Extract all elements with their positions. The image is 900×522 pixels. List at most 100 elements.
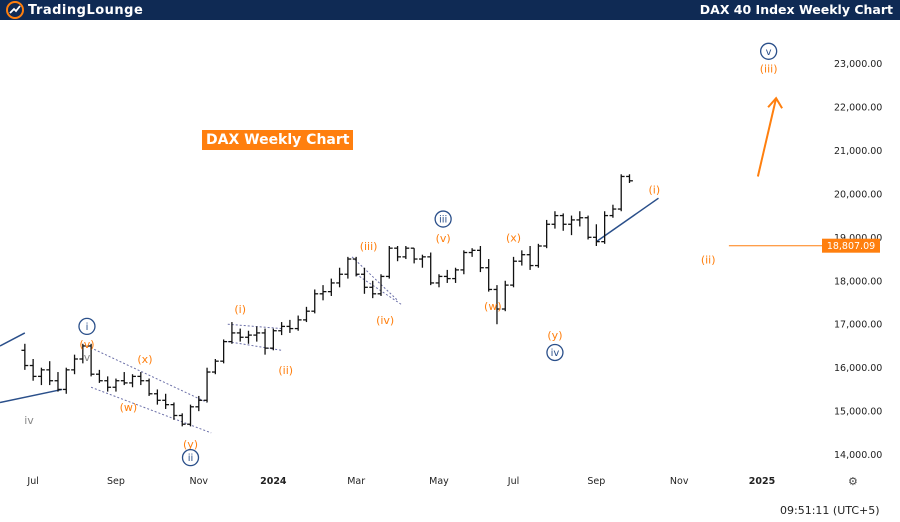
ohlc-bar <box>261 328 269 355</box>
ohlc-bar <box>129 374 136 388</box>
wave-label: (x) <box>506 231 521 244</box>
ohlc-bar <box>137 372 145 386</box>
ohlc-bar <box>576 211 584 227</box>
ohlc-bar <box>211 359 219 375</box>
ohlc-bar <box>460 250 468 275</box>
ohlc-bar <box>203 367 211 403</box>
ohlc-bar <box>62 367 70 394</box>
ohlc-bar <box>29 359 37 381</box>
ohlc-bar <box>120 372 128 386</box>
ohlc-bar <box>419 254 426 268</box>
wave-label-circled: iv <box>546 343 564 362</box>
wave-label: (v) <box>79 338 94 351</box>
ohlc-bar <box>278 322 286 336</box>
chart-title: DAX 40 Index Weekly Chart <box>699 2 893 17</box>
ohlc-bar <box>377 274 385 296</box>
logo-icon <box>6 1 24 19</box>
ohlc-bar <box>510 256 517 288</box>
ohlc-bar <box>361 267 368 294</box>
ohlc-bar <box>385 246 393 279</box>
ohlc-bar <box>427 252 435 286</box>
ohlc-bar <box>220 339 228 364</box>
ohlc-bar <box>352 256 360 277</box>
y-tick-label: 16,000.00 <box>834 363 882 374</box>
ohlc-bar <box>311 289 319 314</box>
weekly-chart[interactable]: 14,000.00 15,000.00 16,000.00 17,000.00 18,0… <box>0 20 900 522</box>
ohlc-bar <box>609 204 617 218</box>
ohlc-bar <box>95 369 103 383</box>
trendline-upper-left <box>0 332 26 347</box>
projection-arrow-shaft <box>756 98 778 177</box>
wave-label-text: iii <box>439 215 447 226</box>
ohlc-bar <box>87 343 95 377</box>
ohlc-bar <box>319 285 327 301</box>
y-tick-label: 14,000.00 <box>834 450 882 461</box>
y-axis: 14,000.00 15,000.00 16,000.00 17,000.00 18,0… <box>834 59 882 461</box>
wave-label: (i) <box>234 303 246 316</box>
ohlc-bar <box>592 224 600 246</box>
x-tick-label: 2024 <box>260 476 287 487</box>
ohlc-bar <box>452 267 459 283</box>
ohlc-bar <box>21 343 29 370</box>
ohlc-bar <box>269 328 277 351</box>
y-tick-label: 17,000.00 <box>834 320 882 331</box>
trendlines <box>0 96 783 434</box>
x-axis: Jul Sep Nov 2024 Mar May Jul Sep Nov 2025 <box>26 476 775 487</box>
ohlc-bar <box>501 280 509 312</box>
ohlc-bar <box>485 259 493 292</box>
x-tick-label: Sep <box>107 476 125 487</box>
ohlc-bar <box>584 215 592 240</box>
ohlc-bar <box>71 354 78 375</box>
tradinglounge-logo: TradingLounge <box>6 1 143 19</box>
ohlc-bar <box>294 315 302 331</box>
flag-lower-dotted <box>227 341 282 351</box>
wave-label: (iii) <box>360 240 378 253</box>
ohlc-bar <box>195 395 203 412</box>
y-tick-label: 22,000.00 <box>834 102 882 113</box>
x-tick-label: May <box>429 476 449 487</box>
x-tick-label: Nov <box>670 476 689 487</box>
y-tick-label: 18,000.00 <box>834 276 882 287</box>
ohlc-bar <box>402 246 410 260</box>
ohlc-bar <box>477 246 484 273</box>
wave-labels: i(v)viv(x)(w)(y)ii(i)(ii)(iii)(iv)iii(v)… <box>24 42 778 467</box>
ohlc-bar <box>534 243 542 268</box>
ohlc-bar <box>443 269 451 283</box>
ohlc-bar <box>394 246 401 262</box>
wave-label-ring <box>759 42 778 60</box>
x-tick-label: Jul <box>26 476 38 487</box>
ohlc-bar <box>568 215 575 236</box>
y-tick-label: 20,000.00 <box>834 189 882 200</box>
ohlc-bar <box>559 213 567 231</box>
ohlc-bar <box>468 248 476 257</box>
y-tick-label: 21,000.00 <box>834 146 882 157</box>
clock-readout: 09:51:11 (UTC+5) <box>780 504 880 517</box>
ohlc-bar <box>493 285 501 325</box>
ohlc-bar <box>153 389 161 405</box>
wave-label: (y) <box>547 329 562 342</box>
settings-gear-icon[interactable]: ⚙ <box>848 476 858 488</box>
wave-label-text: v <box>766 47 772 58</box>
wave-label: (y) <box>183 438 198 451</box>
wave-label-circled: v <box>759 42 778 60</box>
wave-label-text: i <box>86 322 89 333</box>
ohlc-bar <box>617 174 625 212</box>
wave-label: (x) <box>137 353 152 366</box>
ohlc-bar <box>253 326 261 342</box>
x-tick-label: 2025 <box>749 476 775 487</box>
wave-label-text: iv <box>551 348 560 359</box>
ohlc-bar <box>178 413 186 427</box>
ohlc-bar <box>38 367 45 386</box>
wave-label: v <box>84 351 91 364</box>
wave-label-circled: iii <box>434 210 452 228</box>
ohlc-bar <box>104 376 112 392</box>
price-marker: 18,807.09 <box>728 238 880 253</box>
y-tick-label: 23,000.00 <box>834 59 882 70</box>
wave-label: (i) <box>649 184 661 197</box>
ohlc-bar <box>46 361 54 386</box>
ohlc-bar <box>245 330 252 344</box>
wave-label-ring <box>546 343 564 362</box>
price-marker-label: 18,807.09 <box>827 241 875 252</box>
ohlc-bar <box>543 219 551 249</box>
ohlc-bar <box>327 278 335 296</box>
